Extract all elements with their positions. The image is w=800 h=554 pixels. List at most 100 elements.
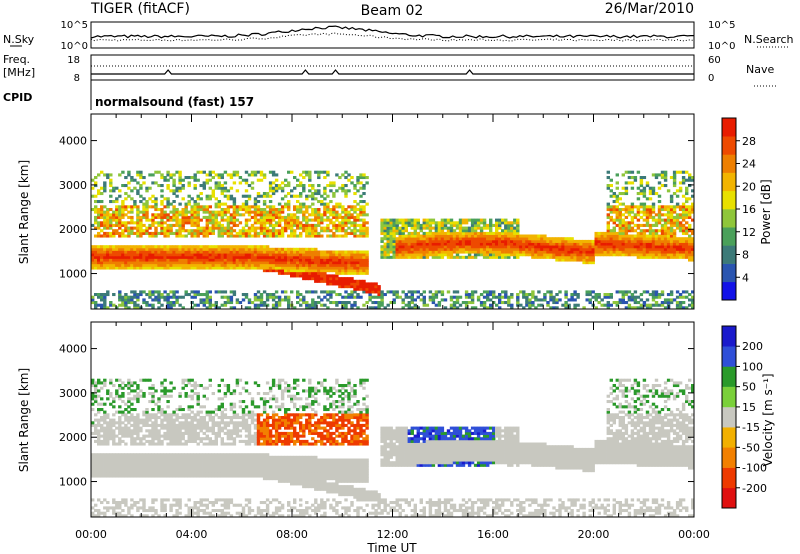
heatmap-cell: [368, 306, 372, 309]
heatmap-cell: [323, 208, 327, 212]
heatmap-cell: [205, 210, 209, 214]
heatmap-cell: [437, 301, 442, 305]
heatmap-cell: [193, 266, 197, 270]
heatmap-cell: [205, 293, 209, 297]
heatmap-cell: [479, 221, 484, 225]
heatmap-cell: [121, 429, 125, 433]
heatmap-cell: [329, 279, 333, 283]
heatmap-cell: [127, 263, 131, 267]
heatmap-cell: [615, 250, 619, 254]
heatmap-cell: [109, 421, 113, 425]
heatmap-cell: [428, 234, 433, 238]
heatmap-cell: [320, 253, 324, 257]
heatmap-cell: [100, 511, 104, 515]
heatmap-cell: [124, 208, 128, 212]
heatmap-cell: [229, 301, 234, 305]
heatmap-cell: [332, 269, 336, 273]
heatmap-cell: [630, 250, 635, 254]
heatmap-cell: [130, 261, 134, 265]
heatmap-cell: [540, 242, 544, 246]
heatmap-cell: [136, 295, 140, 299]
heatmap-cell: [657, 186, 662, 190]
heatmap-cell: [293, 221, 297, 225]
heatmap-cell: [543, 242, 547, 246]
heatmap-cell: [392, 255, 396, 259]
heatmap-cell: [663, 229, 668, 233]
heatmap-cell: [669, 237, 674, 241]
heatmap-cell: [184, 258, 188, 262]
heatmap-cell: [259, 255, 264, 259]
heatmap-cell: [142, 442, 146, 446]
heatmap-cell: [109, 253, 113, 257]
heatmap-cell: [118, 258, 122, 262]
heatmap-cell: [663, 221, 668, 225]
heatmap-cell: [543, 295, 547, 299]
heatmap-cell: [654, 213, 659, 217]
heatmap-cell: [398, 234, 402, 238]
heatmap-cell: [621, 253, 625, 257]
heatmap-cell: [443, 237, 448, 241]
heatmap-cell: [504, 293, 508, 297]
heatmap-cell: [94, 429, 98, 433]
heatmap-cell: [555, 255, 559, 259]
heatmap-cell: [685, 189, 689, 193]
heatmap-cell: [329, 261, 333, 265]
heatmap-cell: [489, 250, 493, 254]
heatmap-cell: [274, 290, 279, 294]
heatmap-cell: [151, 215, 155, 219]
heatmap-cell: [685, 226, 689, 230]
heatmap-cell: [624, 242, 629, 246]
heatmap-cell: [262, 215, 267, 219]
heatmap-cell: [205, 223, 209, 227]
heatmap-cell: [100, 474, 104, 478]
heatmap-cell: [663, 223, 668, 227]
heatmap-cell: [326, 253, 330, 257]
heatmap-cell: [265, 226, 270, 230]
heatmap-cell: [97, 208, 101, 212]
heatmap-cell: [359, 181, 363, 185]
heatmap-cell: [666, 293, 671, 297]
heatmap-cell: [645, 205, 650, 209]
heatmap-cell: [211, 245, 215, 249]
heatmap-cell: [133, 471, 137, 475]
heatmap-cell: [94, 509, 98, 513]
heatmap-cell: [648, 208, 653, 212]
heatmap-cell: [507, 250, 511, 254]
heatmap-cell: [344, 277, 348, 281]
heatmap-cell: [498, 226, 502, 230]
heatmap-cell: [633, 253, 638, 257]
heatmap-cell: [160, 250, 164, 254]
heatmap-cell: [470, 229, 475, 233]
heatmap-cell: [332, 221, 336, 225]
heatmap-cell: [148, 258, 152, 262]
heatmap-cell: [467, 255, 472, 259]
heatmap-cell: [302, 229, 306, 233]
heatmap-cell: [103, 293, 107, 297]
heatmap-cell: [498, 247, 502, 251]
heatmap-cell: [341, 250, 345, 254]
heatmap-cell: [199, 247, 203, 251]
heatmap-cell: [314, 213, 318, 217]
heatmap-cell: [145, 474, 149, 478]
heatmap-cell: [332, 261, 336, 265]
heatmap-cell: [407, 290, 411, 294]
heatmap-cell: [615, 290, 619, 294]
heatmap-cell: [133, 290, 137, 294]
heatmap-cell: [121, 381, 125, 385]
heatmap-cell: [543, 239, 547, 243]
heatmap-cell: [250, 215, 255, 219]
heatmap-cell: [100, 397, 104, 401]
heatmap-cell: [112, 466, 116, 470]
heatmap-cell: [431, 239, 436, 243]
heatmap-cell: [455, 237, 460, 241]
heatmap-cell: [401, 242, 405, 246]
heatmap-cell: [669, 293, 674, 297]
heatmap-cell: [302, 186, 306, 190]
heatmap-cell: [341, 263, 345, 267]
heatmap-cell: [537, 247, 541, 251]
heatmap-cell: [452, 245, 457, 249]
heatmap-cell: [271, 189, 276, 193]
heatmap-cell: [226, 298, 231, 302]
heatmap-cell: [639, 189, 644, 193]
heatmap-cell: [172, 303, 176, 307]
